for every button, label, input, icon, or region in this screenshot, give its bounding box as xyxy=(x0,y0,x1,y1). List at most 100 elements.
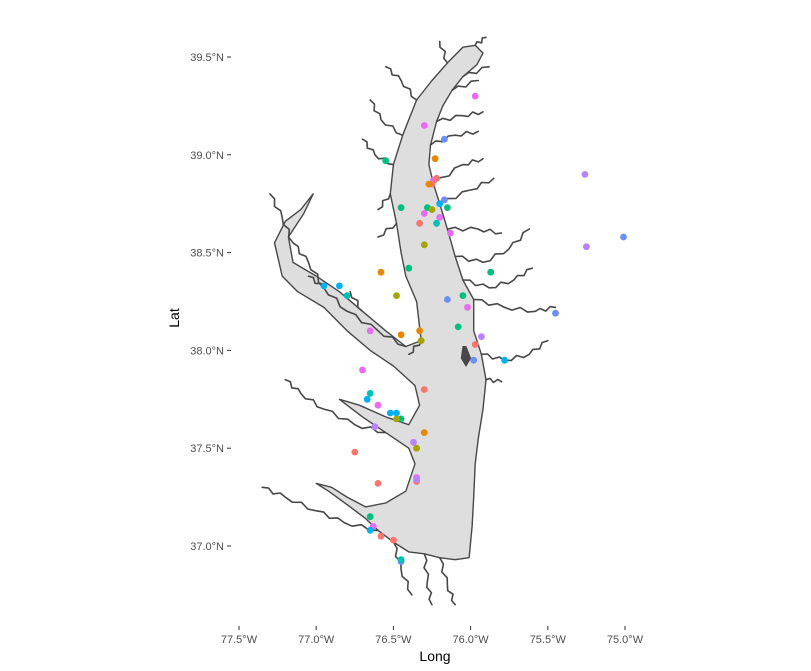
data-point xyxy=(374,480,382,487)
data-point xyxy=(397,556,405,564)
y-axis: 39.5°N 39.0°N 38.5°N 38.0°N 37.5°N 37.0°N xyxy=(190,52,231,553)
data-point xyxy=(436,214,444,221)
data-point xyxy=(420,386,428,393)
sample-points xyxy=(320,92,627,565)
data-point xyxy=(447,229,454,237)
tributary-line xyxy=(462,66,490,78)
data-point xyxy=(416,219,423,227)
data-point xyxy=(366,527,374,534)
data-point xyxy=(420,241,428,249)
tributary-line xyxy=(435,111,484,123)
data-point xyxy=(405,264,413,272)
data-point xyxy=(464,304,471,311)
data-point xyxy=(363,395,371,403)
bay-outline xyxy=(273,44,487,561)
data-point xyxy=(420,122,428,129)
tributary-line xyxy=(377,193,392,211)
data-point xyxy=(417,337,425,344)
data-point xyxy=(620,233,627,241)
y-tick-label: 39.0°N xyxy=(190,150,224,162)
tributary-line xyxy=(349,290,364,313)
chesapeake-bay-water xyxy=(273,44,487,561)
data-point xyxy=(428,206,436,214)
x-tick-label: 77.0°W xyxy=(298,634,335,646)
x-axis-title: Long xyxy=(419,648,450,664)
x-tick-label: 76.0°W xyxy=(452,634,489,646)
data-point xyxy=(441,196,448,204)
data-point xyxy=(320,282,328,290)
y-axis-title: Lat xyxy=(166,308,182,328)
tributary-line xyxy=(438,556,457,606)
y-tick-label: 37.0°N xyxy=(190,541,224,553)
data-point xyxy=(471,341,479,348)
x-tick-label: 77.5°W xyxy=(221,634,258,646)
tributary-line xyxy=(454,228,531,264)
tributary-line xyxy=(284,378,387,434)
data-point xyxy=(366,390,374,397)
data-point xyxy=(382,157,390,165)
y-tick-label: 38.5°N xyxy=(190,248,224,260)
data-point xyxy=(366,327,374,335)
data-point xyxy=(431,155,439,163)
tributary-line xyxy=(432,157,484,185)
x-tick-label: 75.0°W xyxy=(607,634,644,646)
data-point xyxy=(390,536,397,544)
tributary-line xyxy=(261,486,379,532)
data-point xyxy=(552,309,559,317)
data-point xyxy=(487,268,495,276)
data-point xyxy=(397,204,405,212)
data-point xyxy=(470,356,478,364)
tributary-line xyxy=(269,193,325,289)
tributary-line xyxy=(377,222,398,238)
data-point xyxy=(425,180,433,188)
y-tick-label: 38.0°N xyxy=(190,345,224,357)
data-point xyxy=(397,331,405,339)
data-point xyxy=(393,415,400,423)
tributary-line xyxy=(384,66,418,101)
data-point xyxy=(471,92,479,100)
data-point xyxy=(420,429,428,436)
tributary-line xyxy=(369,99,404,136)
data-point xyxy=(336,282,343,290)
x-tick-label: 76.5°W xyxy=(375,634,412,646)
data-point xyxy=(413,476,420,483)
data-point xyxy=(441,135,448,143)
data-point xyxy=(413,444,420,452)
tributary-line xyxy=(485,377,503,384)
tributary-line xyxy=(438,40,449,64)
data-point xyxy=(386,409,394,417)
data-point xyxy=(459,292,467,299)
tributary-rivers xyxy=(261,36,557,606)
data-point xyxy=(583,243,590,251)
data-point xyxy=(366,513,374,521)
data-point xyxy=(410,438,417,446)
x-axis: 77.5°W 77.0°W 76.5°W 76.0°W 75.5°W 75.0°W xyxy=(221,626,644,646)
data-point xyxy=(501,356,508,364)
data-point xyxy=(374,401,382,409)
tributary-line xyxy=(392,541,413,596)
data-point xyxy=(393,292,400,299)
tributary-line xyxy=(474,36,487,47)
tributary-line xyxy=(446,226,503,235)
data-point xyxy=(343,292,351,299)
data-point xyxy=(433,219,440,227)
y-tick-label: 37.5°N xyxy=(190,443,224,455)
data-point xyxy=(433,174,440,182)
data-point xyxy=(454,323,462,331)
data-point xyxy=(581,171,589,178)
tributary-line xyxy=(438,177,495,205)
data-point xyxy=(377,532,385,540)
data-point xyxy=(359,366,366,374)
tributary-line xyxy=(480,339,549,362)
data-point xyxy=(393,409,400,417)
tributary-line xyxy=(462,267,534,289)
data-point xyxy=(478,333,485,341)
data-point xyxy=(351,448,359,456)
island xyxy=(460,346,472,367)
y-tick-label: 39.5°N xyxy=(190,52,224,64)
tributary-line xyxy=(423,552,433,606)
tributary-line xyxy=(451,79,480,92)
data-point xyxy=(436,200,444,208)
data-point xyxy=(444,204,451,212)
